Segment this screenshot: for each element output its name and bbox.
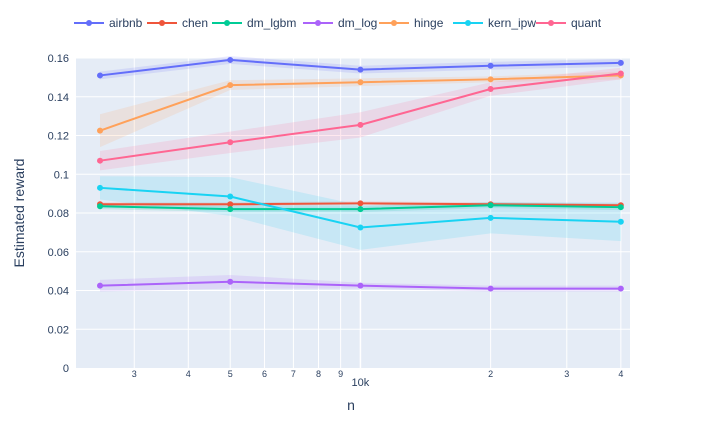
legend-item[interactable]: chen — [147, 16, 208, 30]
legend-label: dm_lgbm — [247, 16, 296, 30]
data-point — [487, 76, 494, 83]
legend-label: quant — [571, 16, 602, 30]
y-axis-label: Estimated reward — [11, 159, 27, 268]
x-tick-label: 2 — [488, 369, 493, 379]
data-point — [227, 139, 234, 146]
data-point — [617, 285, 624, 292]
data-point — [357, 121, 364, 128]
legend-label: kern_ipw — [488, 16, 536, 30]
x-axis-label: n — [347, 397, 355, 413]
data-point — [357, 282, 364, 289]
x-tick-label: 3 — [132, 369, 137, 379]
legend-swatch-marker — [391, 20, 397, 26]
legend-item[interactable]: hinge — [379, 16, 444, 30]
legend-label: hinge — [414, 16, 444, 30]
data-point — [97, 184, 104, 191]
y-tick-label: 0.12 — [48, 131, 69, 143]
legend-swatch-marker — [86, 20, 92, 26]
series-points — [97, 56, 624, 292]
data-point — [357, 66, 364, 73]
legend-item[interactable]: dm_log — [303, 16, 377, 30]
legend-item[interactable]: dm_lgbm — [212, 16, 296, 30]
legend-item[interactable]: kern_ipw — [453, 16, 536, 30]
data-point — [97, 157, 104, 164]
y-tick-label: 0.16 — [48, 53, 69, 65]
y-tick-label: 0.04 — [48, 286, 69, 298]
x-axis-ticks: 3 4 5 6 7 8 9 10k 2 3 4 — [132, 369, 624, 389]
y-tick-label: 0.08 — [48, 208, 69, 220]
data-point — [227, 82, 234, 89]
legend-label: airbnb — [109, 16, 143, 30]
legend-item[interactable]: quant — [536, 16, 602, 30]
y-axis-ticks: 0 0.02 0.04 0.06 0.08 0.1 0.12 0.14 0.16 — [48, 53, 69, 375]
data-point — [97, 203, 104, 210]
data-point — [227, 206, 234, 213]
data-point — [487, 214, 494, 221]
x-tick-label: 3 — [564, 369, 569, 379]
legend-item[interactable]: airbnb — [74, 16, 143, 30]
y-tick-label: 0.1 — [54, 169, 69, 181]
data-point — [487, 62, 494, 69]
x-tick-label: 4 — [186, 369, 191, 379]
legend-swatch-marker — [315, 20, 321, 26]
y-tick-label: 0.02 — [48, 324, 69, 336]
x-tick-label: 5 — [228, 369, 233, 379]
grid — [76, 57, 630, 368]
legend-label: dm_log — [338, 16, 377, 30]
y-tick-label: 0.14 — [48, 92, 69, 104]
data-point — [227, 193, 234, 200]
y-tick-label: 0 — [63, 363, 69, 375]
legend-swatch-marker — [159, 20, 165, 26]
data-point — [617, 70, 624, 77]
data-point — [97, 127, 104, 134]
data-point — [357, 206, 364, 213]
legend-swatch-marker — [548, 20, 554, 26]
data-point — [487, 86, 494, 92]
legend-label: chen — [182, 16, 208, 30]
x-tick-label: 8 — [316, 369, 321, 379]
data-point — [97, 72, 104, 79]
data-point — [617, 218, 624, 225]
data-point — [97, 282, 104, 289]
data-point — [487, 202, 494, 209]
data-point — [357, 200, 364, 207]
x-tick-label: 10k — [352, 377, 370, 389]
data-point — [227, 201, 234, 208]
x-tick-label: 9 — [338, 369, 343, 379]
x-tick-label: 6 — [262, 369, 267, 379]
data-point — [357, 224, 364, 231]
y-tick-label: 0.06 — [48, 247, 69, 259]
data-point — [617, 59, 624, 66]
legend[interactable]: airbnb chen dm_lgbm dm_log hinge kern_ipw quan… — [74, 16, 602, 30]
x-tick-label: 7 — [291, 369, 296, 379]
legend-swatch-marker — [224, 20, 230, 26]
data-point — [487, 285, 494, 292]
data-point — [617, 204, 624, 211]
x-tick-label: 4 — [618, 369, 623, 379]
data-point — [227, 278, 234, 285]
data-point — [227, 56, 234, 63]
data-point — [357, 79, 364, 86]
legend-swatch-marker — [465, 20, 471, 26]
